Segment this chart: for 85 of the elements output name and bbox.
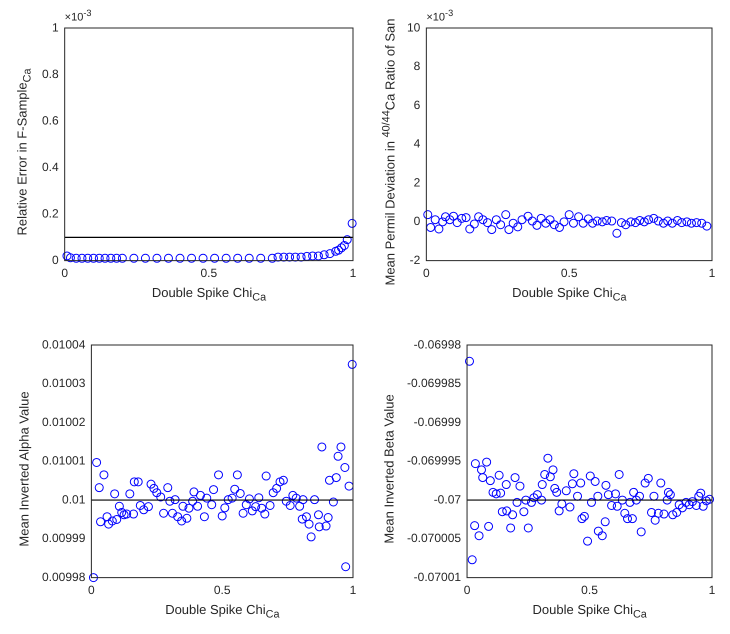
y-tick-label: -0.069995 xyxy=(407,454,462,468)
point xyxy=(325,249,334,258)
point xyxy=(342,235,352,244)
point xyxy=(198,254,208,263)
x-tick-label: 0 xyxy=(88,583,96,598)
x-axis-title: Double Spike Chi$_{Ca}$ xyxy=(152,284,266,304)
y-tick-label: -0.07001 xyxy=(414,570,462,584)
y-tick-label: 0.01004 xyxy=(42,337,86,352)
point xyxy=(336,243,346,252)
text: ×10$^{-3}$ xyxy=(64,8,92,24)
point xyxy=(106,254,116,263)
x-tick-label: 0.5 xyxy=(200,266,218,280)
point xyxy=(89,254,98,263)
y-tick-label: 0 xyxy=(414,214,421,228)
y-axis-title: Mean Inverted Alpha Value xyxy=(16,392,32,547)
text: ×10$^{-3}$ xyxy=(426,8,454,24)
y-tick-label: 0.00998 xyxy=(42,570,86,584)
y-tick-label: 8 xyxy=(414,59,421,74)
point xyxy=(210,254,220,263)
x-tick-label: 1 xyxy=(708,583,716,598)
point xyxy=(285,252,294,262)
point xyxy=(296,252,306,262)
y-tick-label: -0.070005 xyxy=(407,531,462,546)
y-tick-label: -0.069985 xyxy=(407,376,462,390)
point xyxy=(331,246,340,256)
y-tick-label: 0.01002 xyxy=(42,414,86,429)
x-tick-label: 1 xyxy=(350,266,357,280)
point xyxy=(222,254,231,263)
point xyxy=(77,254,86,263)
point xyxy=(256,254,266,263)
point xyxy=(244,254,254,263)
point xyxy=(233,254,242,263)
point xyxy=(302,252,312,261)
y-tick-label: 6 xyxy=(414,98,421,112)
point xyxy=(340,240,349,250)
y-tick-label: 2 xyxy=(414,175,421,190)
point xyxy=(187,254,196,263)
y-tick-label: -0.06998 xyxy=(414,337,462,352)
y-tick-label: 0.01 xyxy=(62,492,86,506)
point xyxy=(72,254,81,263)
x-tick-label: 0 xyxy=(464,583,471,598)
y-tick-label: 0.8 xyxy=(42,66,59,81)
y-tick-label: -0.06999 xyxy=(414,414,462,429)
y-tick-label: 0 xyxy=(52,252,59,267)
x-tick-label: 0.5 xyxy=(560,266,578,280)
point xyxy=(164,254,173,263)
point xyxy=(66,253,75,262)
y-tick-label: 0.2 xyxy=(42,206,59,220)
point xyxy=(100,254,110,263)
point xyxy=(118,254,127,263)
y-tick-label: -0.07 xyxy=(434,492,462,506)
point xyxy=(314,251,323,260)
point xyxy=(140,254,150,263)
point xyxy=(290,252,300,262)
y-tick-label: 1 xyxy=(52,20,59,34)
y-tick-label: -2 xyxy=(410,252,421,267)
point xyxy=(268,254,277,263)
point xyxy=(152,254,162,263)
point xyxy=(83,254,92,263)
point xyxy=(279,252,288,262)
x-axis-title: Double Spike Chi$_{Ca}$ xyxy=(512,284,626,304)
y-tick-label: 0.4 xyxy=(42,160,59,174)
x-axis-title: Double Spike Chi$_{Ca}$ xyxy=(165,602,280,620)
y-axis-title: Mean Inverted Beta Value xyxy=(382,394,396,544)
x-tick-label: 0.5 xyxy=(581,583,598,598)
point xyxy=(94,254,104,263)
point xyxy=(176,254,185,263)
y-tick-label: 0.01003 xyxy=(42,376,86,390)
point xyxy=(62,251,72,260)
y-tick-label: 10 xyxy=(406,20,421,34)
point xyxy=(334,246,344,255)
point xyxy=(320,250,329,260)
point xyxy=(274,252,283,262)
y-tick-label: 0.00999 xyxy=(42,531,86,546)
y-tick-label: 0.01001 xyxy=(42,454,86,468)
x-axis-title: Double Spike Chi$_{Ca}$ xyxy=(532,602,647,620)
x-tick-label: 1 xyxy=(350,583,357,598)
point xyxy=(129,254,138,263)
point xyxy=(348,218,357,228)
y-tick-label: 0.6 xyxy=(42,113,59,128)
point xyxy=(112,254,122,263)
point xyxy=(308,251,318,260)
x-tick-label: 0.5 xyxy=(214,583,231,598)
y-tick-label: 4 xyxy=(414,136,421,151)
x-tick-label: 1 xyxy=(708,266,716,280)
